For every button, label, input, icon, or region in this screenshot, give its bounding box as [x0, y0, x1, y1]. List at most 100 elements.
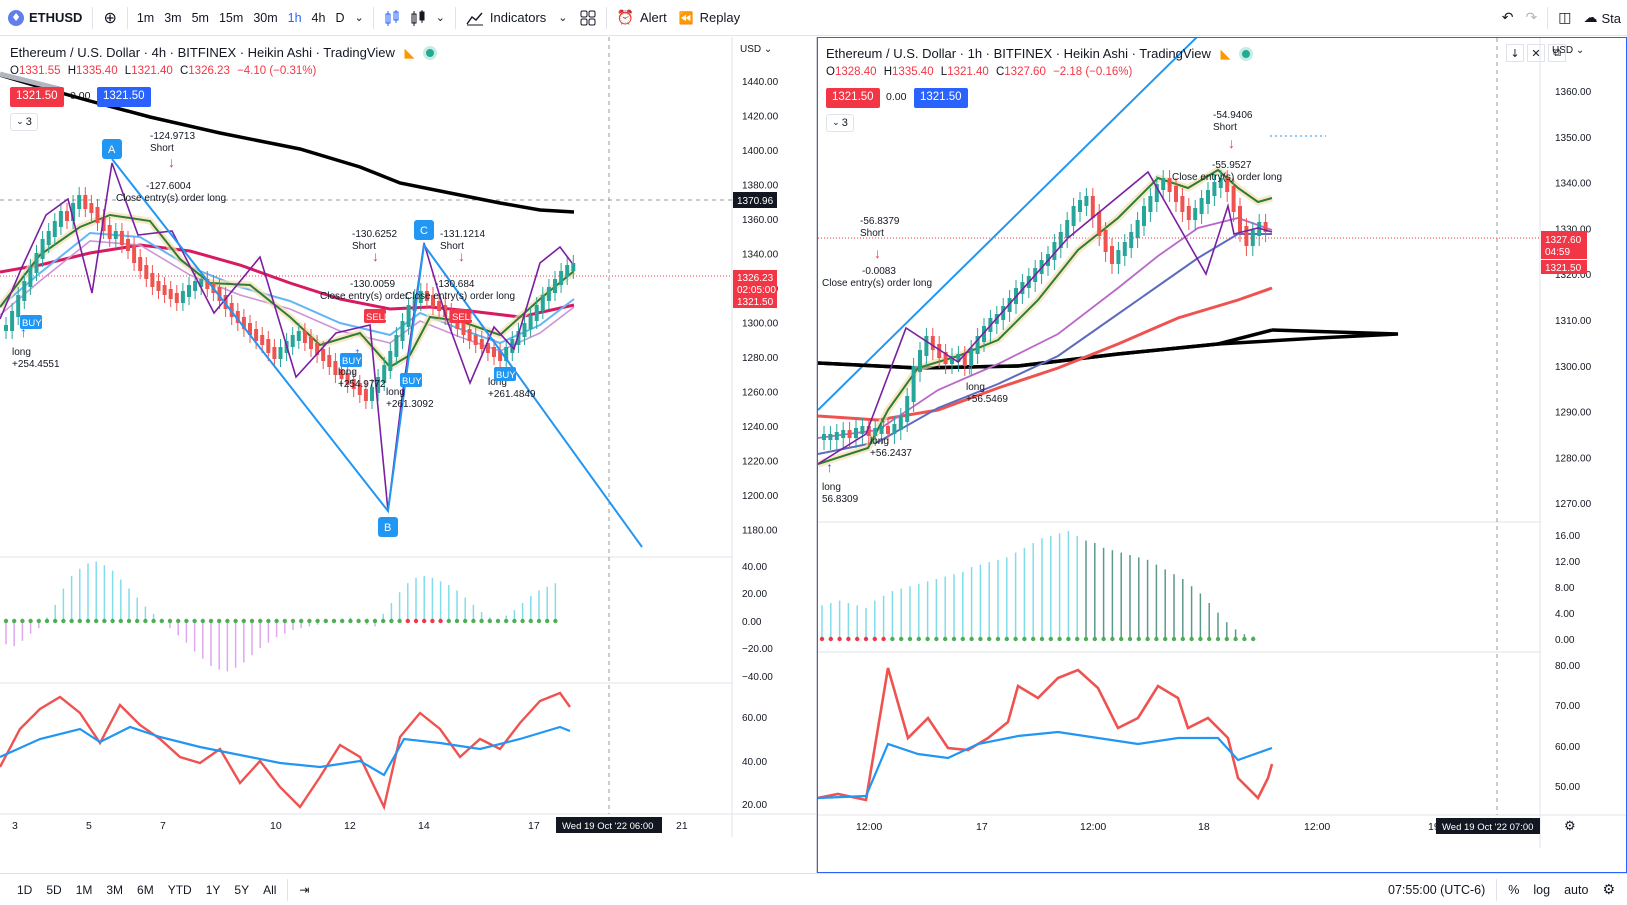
right-buy-price-button[interactable]: 1321.50 [914, 88, 968, 108]
right-candle-body [828, 434, 833, 440]
right-spread: 0.00 [886, 91, 907, 103]
range-3m[interactable]: 3M [106, 882, 124, 897]
cloud-icon: ☁ [1583, 10, 1598, 26]
clock[interactable]: 07:55:00 (UTC-6) [1388, 883, 1486, 897]
flag-icon[interactable]: ◣ [404, 46, 415, 61]
left-candle-body [241, 317, 246, 329]
range-5y[interactable]: 5Y [234, 882, 250, 897]
left-rsi-tick: 20.00 [742, 800, 767, 811]
right-signal-text: -55.9527 [1212, 160, 1252, 171]
interval-15m[interactable]: 15m [218, 10, 244, 25]
add-symbol-icon[interactable]: ⊕ [103, 8, 117, 27]
left-candle-body [235, 311, 240, 323]
right-candle-body [937, 344, 942, 358]
interval-5m[interactable]: 5m [191, 10, 209, 25]
right-osc-dot [1048, 636, 1053, 642]
left-candle-body [156, 281, 161, 291]
right-sell-price-button[interactable]: 1321.50 [826, 88, 880, 108]
bar-style-button[interactable]: ⌄ [378, 5, 451, 31]
range-1y[interactable]: 1Y [205, 882, 221, 897]
interval-1h[interactable]: 1h [287, 10, 302, 25]
right-osc-dot [846, 636, 851, 642]
templates-button[interactable] [574, 5, 602, 31]
left-close: 1326.23 [188, 65, 230, 77]
left-osc-dot [381, 618, 386, 624]
flag-icon[interactable]: ◣ [1220, 47, 1231, 62]
range-5d[interactable]: 5D [46, 882, 62, 897]
chevron-down-icon[interactable]: ⌄ [558, 11, 568, 24]
left-chart-canvas[interactable]: USD ⌄1440.001420.001400.001380.001360.00… [0, 37, 816, 873]
left-buy-price-button[interactable]: 1321.50 [97, 87, 151, 107]
right-indicator-toggle[interactable]: ⌄ 3 [826, 114, 854, 132]
range-1d[interactable]: 1D [17, 882, 33, 897]
right-price-tick: 1360.00 [1555, 87, 1592, 98]
left-chart-pane[interactable]: USD ⌄ 1440.00 1420.00 1400.00 1380.00 1360.00… [0, 37, 816, 873]
maximize-icon[interactable]: ⧉ [1548, 44, 1566, 62]
right-candle-body [1218, 178, 1223, 188]
right-chart-canvas[interactable]: USD ⌄ 1360.00 1350.00 1340.00 1330.00 1320.00… [818, 38, 1626, 872]
layout-icon[interactable]: ◫ [1558, 10, 1572, 26]
right-chart-title-text: Ethereum / U.S. Dollar · 1h · BITFINEX ·… [826, 46, 1211, 61]
left-osc-dot [233, 618, 238, 624]
alert-button[interactable]: ⏰ Alert [611, 5, 673, 31]
right-candle-body [1161, 178, 1166, 190]
left-candle-body [193, 281, 198, 291]
log-toggle[interactable]: log [1533, 883, 1551, 897]
left-candle-body [229, 303, 234, 317]
left-candle-body [290, 335, 295, 347]
left-price-tick: 1180.00 [742, 526, 778, 537]
percent-toggle[interactable]: % [1508, 883, 1520, 897]
right-candle-body [1020, 282, 1025, 294]
left-price-tick: 1200.00 [742, 491, 779, 502]
left-osc-dot [217, 618, 222, 624]
pane-divider[interactable] [816, 37, 817, 873]
left-rsi-line [0, 691, 571, 811]
undo-icon[interactable]: ↶ [1501, 10, 1514, 26]
symbol-search[interactable]: ♦ ETHUSD [0, 5, 88, 31]
range-1m[interactable]: 1M [75, 882, 93, 897]
left-candle-body [565, 265, 570, 277]
left-candle-body [95, 207, 100, 223]
interval-30m[interactable]: 30m [253, 10, 278, 25]
left-candle-body [327, 355, 332, 367]
right-candle-body [822, 434, 826, 440]
right-osc-dot [1242, 636, 1247, 642]
cloud-save-button[interactable]: ☁ Sta [1577, 5, 1627, 31]
left-indicator-toggle[interactable]: ⌄ 3 [10, 113, 38, 131]
left-candle-body [315, 343, 320, 355]
right-candle-body [1090, 196, 1095, 218]
date-range-icon[interactable]: ⇥ [299, 882, 310, 897]
close-icon[interactable]: ✕ [1527, 44, 1545, 62]
range-all[interactable]: All [263, 882, 277, 897]
divider [605, 6, 607, 29]
range-6m[interactable]: 6M [137, 882, 154, 897]
range-ytd[interactable]: YTD [167, 882, 192, 897]
settings-gear-icon[interactable]: ⚙ [1602, 882, 1615, 898]
auto-toggle[interactable]: auto [1564, 883, 1589, 897]
redo-icon[interactable]: ↷ [1525, 10, 1538, 26]
left-candle-body [58, 211, 63, 227]
right-ma-200-line-main [818, 328, 1273, 370]
interval-3m[interactable]: 3m [164, 10, 182, 25]
left-candle-body [180, 291, 185, 303]
interval-d[interactable]: D [335, 10, 345, 25]
left-time-tick: 21 [676, 820, 688, 832]
left-pattern-B-marker [378, 517, 398, 537]
top-toolbar: ♦ ETHUSD ⊕ 1m 3m 5m 15m 30m 1h 4h D ⌄ ⌄ … [0, 0, 1627, 36]
left-sell-price-button[interactable]: 1321.50 [10, 87, 64, 107]
interval-1m[interactable]: 1m [136, 10, 155, 25]
left-short-arrow-icon: ↓ [458, 248, 465, 264]
left-price-tick: 1240.00 [742, 422, 779, 433]
indicators-button[interactable]: Indicators ⌄ [460, 5, 574, 31]
right-chart-pane[interactable]: USD ⌄ 1360.00 1350.00 1340.00 1330.00 1320.00… [817, 37, 1627, 873]
right-ma-100-line [818, 286, 1273, 422]
chevron-down-icon[interactable]: ⌄ [354, 11, 364, 24]
replay-button[interactable]: ⏪ Replay [673, 5, 746, 31]
interval-4h[interactable]: 4h [311, 10, 326, 25]
chevron-down-icon[interactable]: ⌄ [435, 11, 445, 24]
arrow-down-icon[interactable]: ↓ [1506, 44, 1524, 62]
left-badge-label: BUY [402, 376, 422, 387]
left-open: 1331.55 [18, 65, 61, 77]
left-candle-body [248, 323, 252, 335]
left-osc-tick: −40.00 [742, 672, 773, 683]
